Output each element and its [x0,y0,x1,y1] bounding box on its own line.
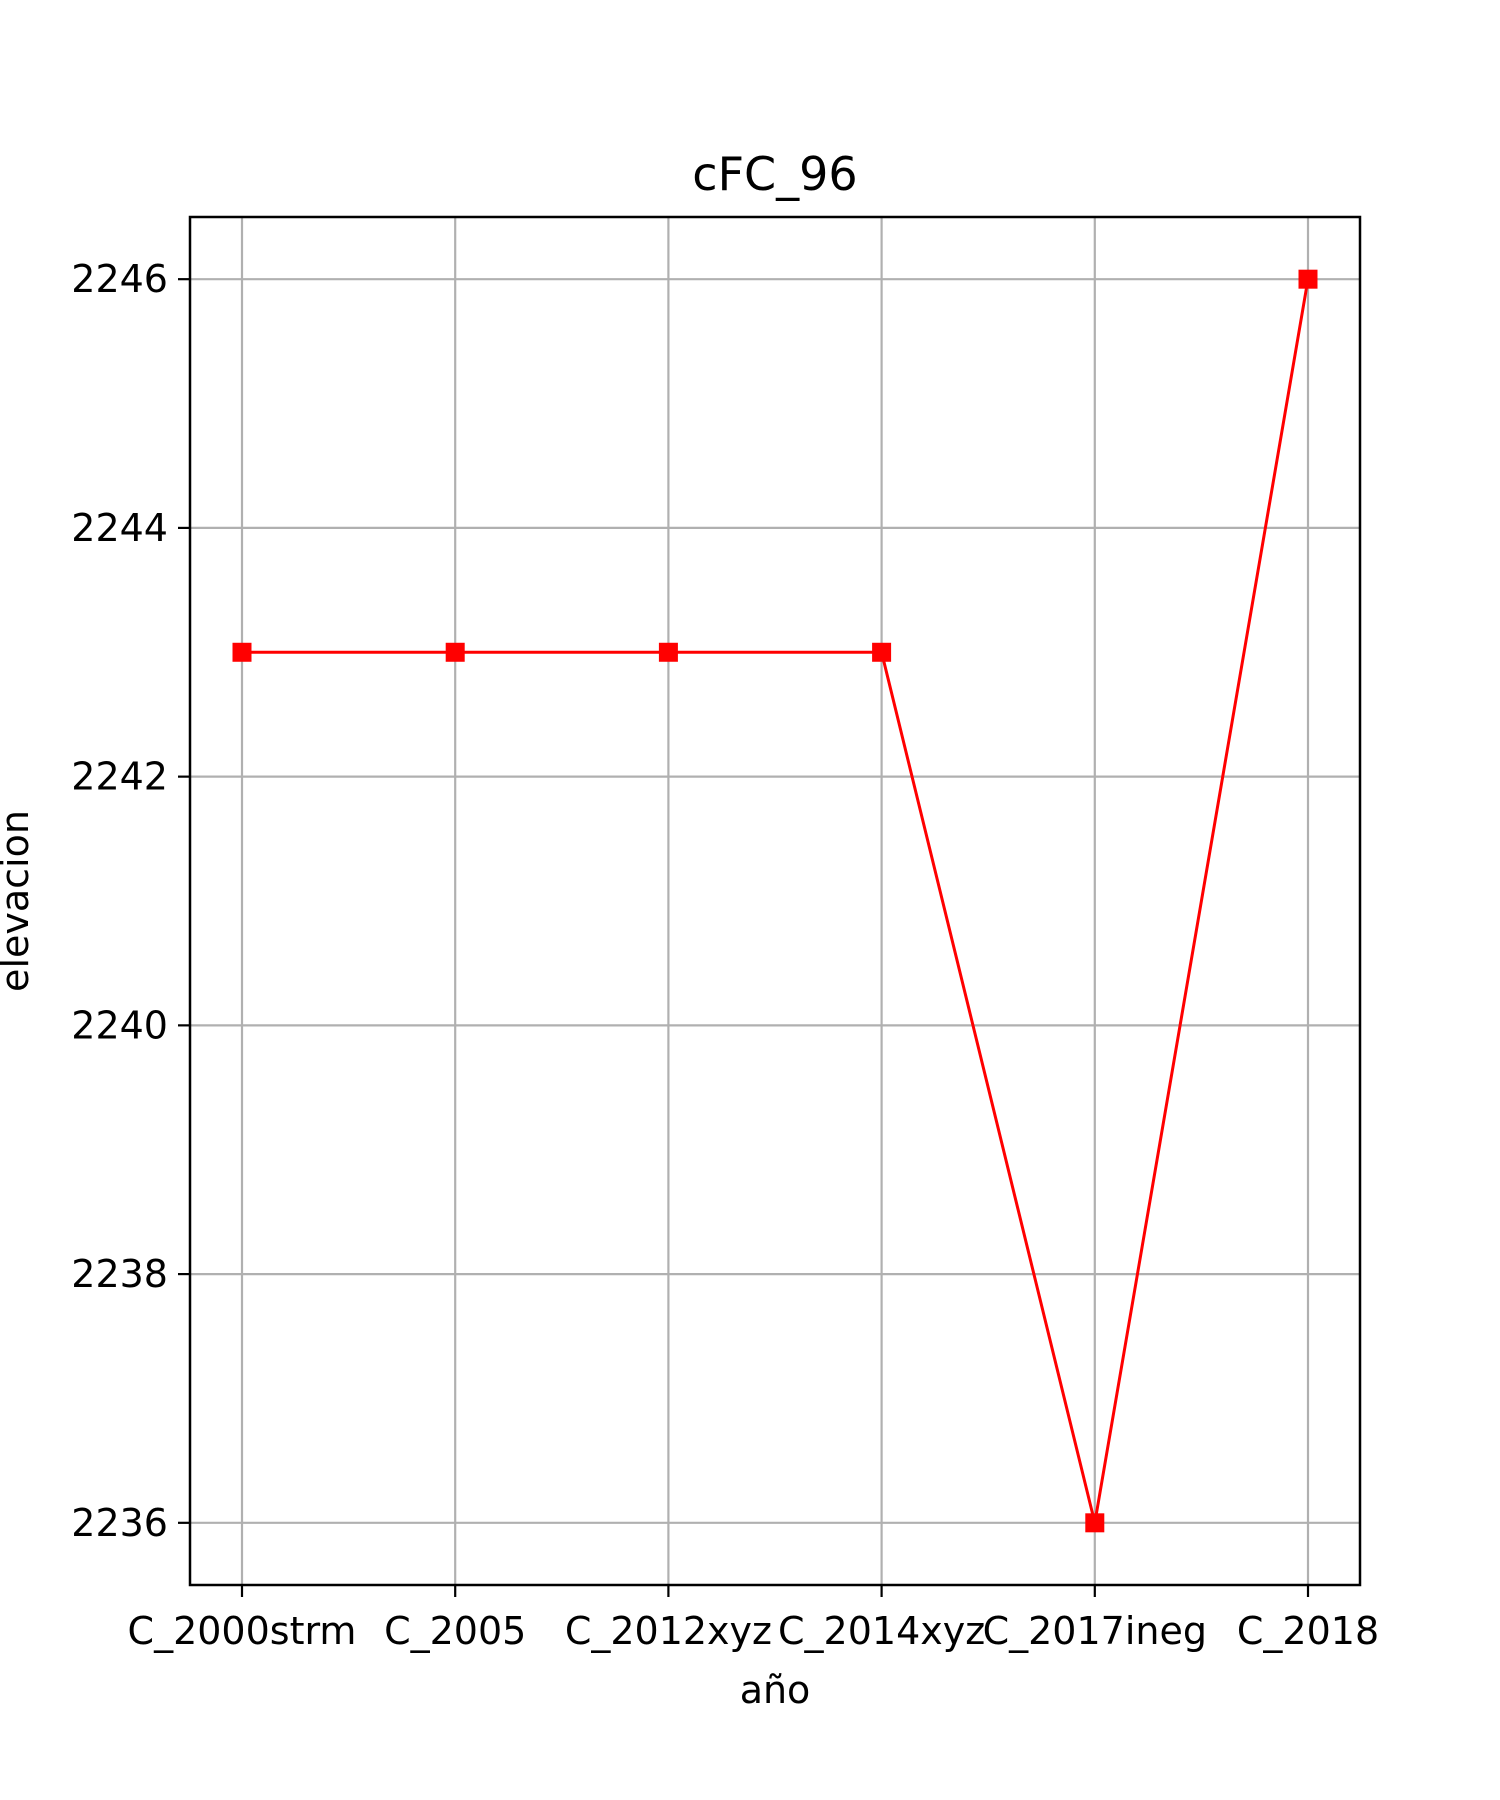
x-tick-label: C_2012xyz [565,1609,772,1653]
series-layer [232,269,1318,1533]
y-tick-label: 2236 [71,1501,168,1545]
data-point-marker [1298,269,1318,289]
data-point-marker [445,642,465,662]
x-tick-label: C_2005 [384,1609,526,1653]
y-tick-label: 2240 [71,1003,168,1047]
x-axis-label: año [740,1668,811,1712]
plot-frame [188,215,1362,1587]
grid [190,217,1360,1585]
y-tick-label: 2244 [71,506,168,550]
x-axis: C_2000strm C_2005 C_2012xyz C_2014xyzC_2017… [128,1585,1379,1653]
data-point-marker [1085,1513,1105,1533]
y-axis-label: elevacion [0,810,37,992]
y-tick-label: 2242 [71,755,168,799]
data-point-marker [658,642,678,662]
data-point-marker [232,642,252,662]
y-axis: 2236 2238 2240 2242 2244 2246 [71,257,190,1545]
y-tick-label: 2246 [71,257,168,301]
chart-title: cFC_96 [692,147,857,201]
series-line [242,278,1310,1524]
x-tick-label: C_2000strm [128,1609,357,1653]
y-tick-label: 2238 [71,1252,168,1296]
x-tick-label: C_2017ineg [983,1609,1207,1653]
data-point-marker [872,642,892,662]
x-tick-label: C_2014xyz [778,1609,985,1653]
x-tick-label: C_2018 [1237,1609,1379,1653]
